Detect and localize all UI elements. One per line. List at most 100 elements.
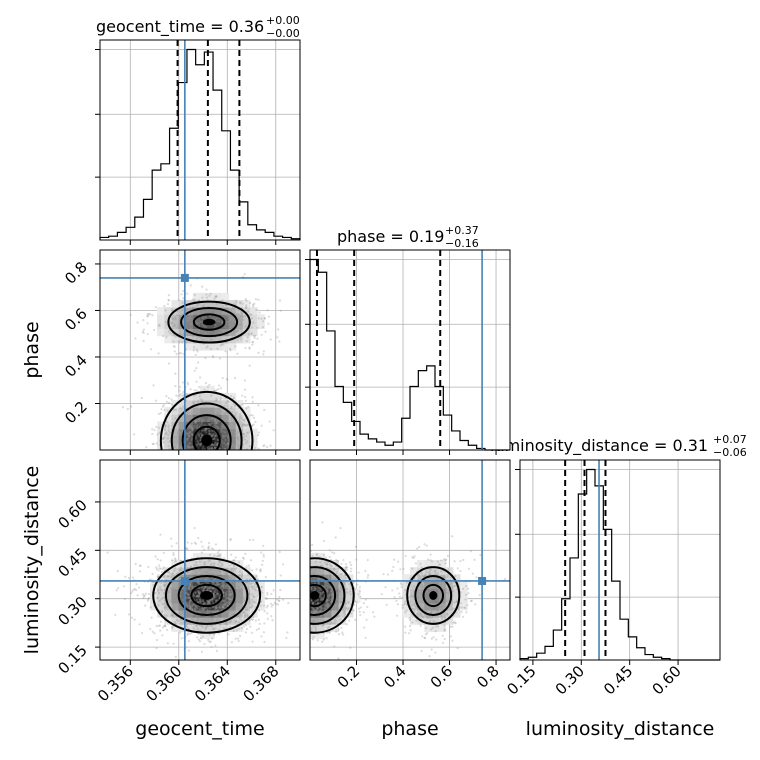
- density-cell: [235, 624, 244, 632]
- scatter-point: [302, 596, 304, 598]
- density-cell: [185, 442, 194, 450]
- density-cell: [185, 567, 194, 575]
- density-cell: [164, 407, 172, 415]
- scatter-point: [198, 593, 201, 596]
- scatter-point: [198, 624, 202, 627]
- scatter-point: [436, 572, 439, 575]
- density-cell: [207, 552, 215, 561]
- scatter-point: [413, 577, 416, 580]
- scatter-point: [246, 431, 249, 435]
- scatter-point: [202, 599, 205, 602]
- scatter-point: [437, 591, 440, 594]
- scatter-point: [202, 304, 206, 307]
- scatter-point: [312, 616, 315, 619]
- scatter-point: [139, 564, 142, 567]
- scatter-point: [248, 538, 251, 542]
- density-cell: [242, 335, 251, 344]
- scatter-point: [434, 651, 437, 654]
- x-tick-label-phase: 0.8: [473, 662, 503, 692]
- scatter-point: [207, 620, 211, 624]
- scatter-point: [327, 577, 330, 580]
- scatter-point: [204, 316, 207, 319]
- density-cell: [200, 328, 208, 337]
- scatter-point: [475, 576, 478, 579]
- scatter-point: [216, 320, 219, 323]
- scatter-point: [324, 604, 327, 608]
- scatter-point: [187, 445, 190, 448]
- scatter-point: [421, 586, 424, 590]
- scatter-point: [196, 614, 199, 617]
- density-cell: [324, 560, 332, 568]
- density-cell: [235, 567, 244, 575]
- scatter-point: [326, 595, 329, 598]
- density-cell: [228, 617, 237, 625]
- scatter-point: [303, 595, 305, 597]
- scatter-point: [326, 598, 329, 601]
- scatter-point: [192, 453, 194, 455]
- scatter-point: [318, 578, 321, 581]
- scatter-point: [254, 298, 258, 301]
- density-cell: [410, 617, 418, 625]
- scatter-point: [241, 394, 244, 397]
- scatter-point: [176, 586, 179, 589]
- scatter-point: [194, 420, 198, 423]
- scatter-point: [189, 600, 192, 603]
- density-cell: [431, 560, 440, 568]
- scatter-point: [203, 616, 206, 619]
- scatter-point: [224, 314, 227, 317]
- scatter-point: [186, 292, 189, 295]
- scatter-point: [172, 345, 175, 348]
- scatter-point: [163, 584, 166, 587]
- density-cell: [178, 610, 187, 618]
- density-cell: [310, 574, 318, 582]
- scatter-point: [217, 583, 221, 586]
- density-cell: [207, 560, 215, 568]
- density-cell: [242, 428, 251, 437]
- scatter-point: [230, 641, 233, 644]
- scatter-point: [312, 611, 316, 614]
- scatter-point: [234, 604, 237, 607]
- scatter-point: [190, 608, 194, 611]
- scatter-point: [244, 613, 247, 617]
- scatter-point: [192, 569, 195, 572]
- scatter-point: [357, 593, 360, 596]
- scatter-point: [251, 305, 255, 308]
- scatter-point: [427, 607, 430, 611]
- scatter-point: [241, 302, 244, 305]
- scatter-point: [189, 622, 192, 625]
- scatter-point: [206, 567, 209, 571]
- scatter-point: [245, 578, 248, 581]
- scatter-point: [195, 322, 199, 325]
- density-cell: [338, 588, 347, 597]
- scatter-point: [208, 609, 211, 612]
- scatter-point: [185, 604, 188, 607]
- contour-line: [177, 574, 236, 617]
- scatter-point: [211, 355, 214, 358]
- scatter-point: [212, 596, 215, 599]
- scatter-point: [178, 333, 182, 336]
- scatter-point: [174, 608, 177, 611]
- scatter-point: [194, 353, 197, 356]
- scatter-point: [349, 646, 352, 649]
- scatter-point: [258, 609, 261, 612]
- scatter-point: [213, 591, 216, 595]
- scatter-point: [216, 413, 219, 416]
- scatter-point: [227, 400, 230, 403]
- scatter-point: [225, 320, 228, 323]
- scatter-point: [453, 601, 456, 604]
- scatter-point: [240, 619, 243, 622]
- scatter-point: [172, 587, 175, 590]
- scatter-point: [210, 447, 213, 450]
- scatter-point: [124, 575, 127, 578]
- scatter-point: [210, 451, 212, 453]
- scatter-point: [169, 322, 172, 325]
- scatter-point: [230, 589, 233, 592]
- density-cell: [192, 442, 201, 450]
- scatter-point: [253, 334, 257, 337]
- scatter-point: [151, 314, 154, 317]
- density-cell: [424, 574, 432, 582]
- scatter-point: [337, 657, 340, 660]
- scatter-point: [216, 592, 219, 596]
- scatter-point: [252, 538, 255, 541]
- scatter-point: [227, 596, 230, 600]
